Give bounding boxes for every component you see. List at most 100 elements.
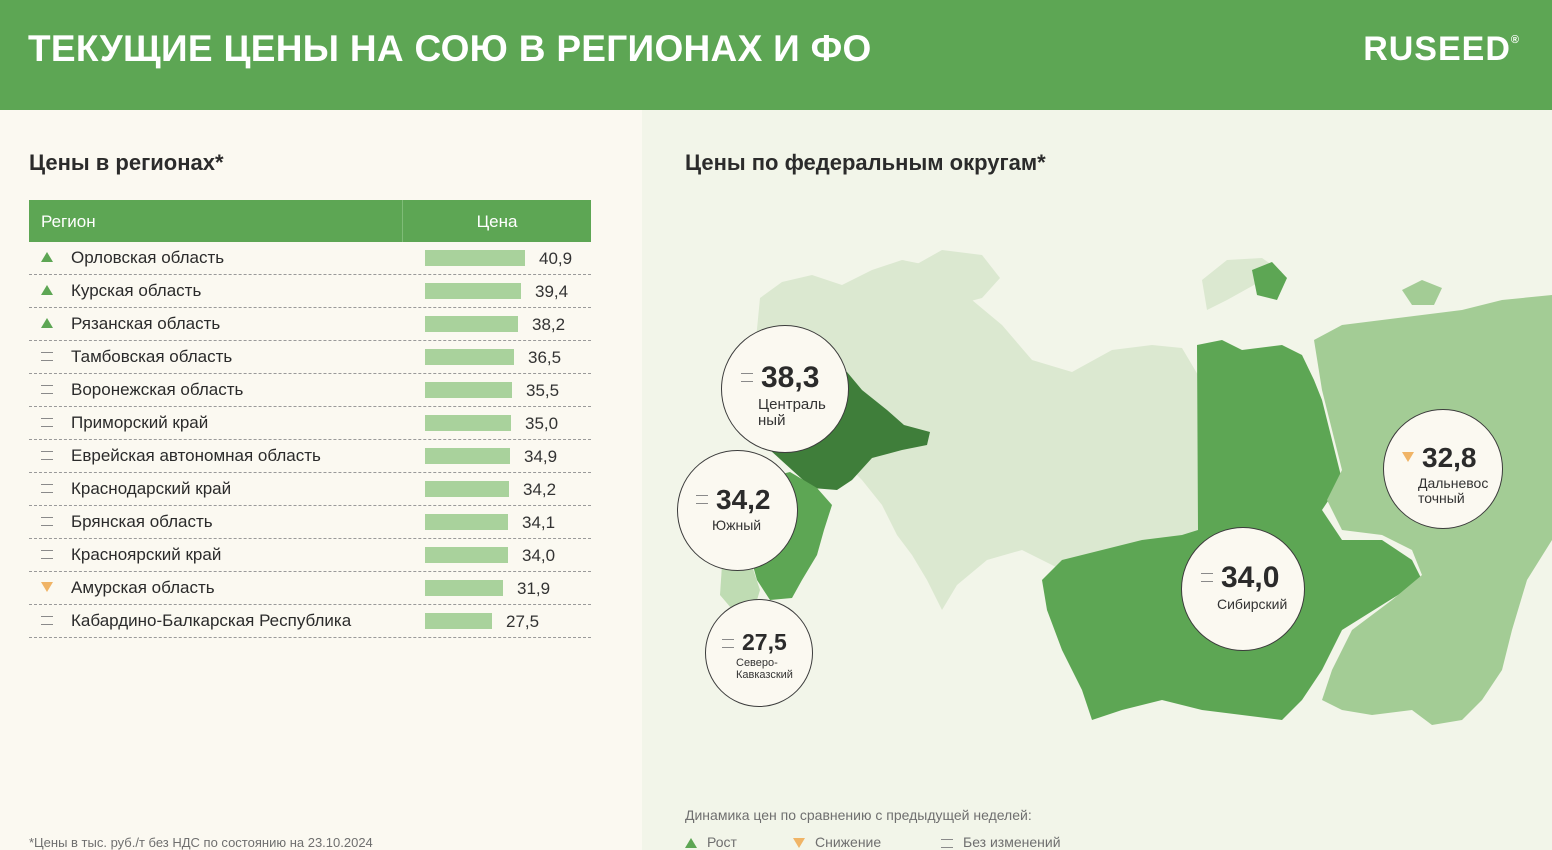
equals-icon — [41, 484, 53, 493]
equals-icon — [1201, 573, 1213, 582]
price-bar — [425, 547, 508, 563]
district-bubble: 27,5 Северо- Кавказский — [705, 599, 813, 707]
region-name: Брянская область — [71, 512, 213, 531]
price-bar — [425, 580, 503, 596]
price-bar — [425, 316, 518, 332]
district-name-line1: Северо- — [736, 657, 778, 669]
region-name: Амурская область — [71, 578, 215, 597]
region-name: Рязанская область — [71, 314, 221, 333]
table-body: Орловская область 40,9 Курская область 39,4… — [29, 242, 591, 638]
price-value: 35,0 — [525, 414, 559, 433]
trend-indicator — [41, 415, 55, 429]
equals-icon — [41, 451, 53, 460]
trend-indicator — [41, 481, 55, 495]
district-name-line2: ный — [758, 411, 786, 429]
region-name: Воронежская область — [71, 380, 244, 399]
district-price: 27,5 — [742, 629, 787, 655]
map-new-siberian-islands — [1402, 280, 1442, 305]
table-row: Воронежская область 35,5 — [29, 374, 591, 407]
price-value: 38,2 — [532, 315, 566, 334]
table-row: Брянская область 34,1 — [29, 506, 591, 539]
region-name: Еврейская автономная область — [71, 446, 321, 465]
equals-icon — [41, 517, 53, 526]
region-name: Курская область — [71, 281, 202, 300]
table-row: Тамбовская область 36,5 — [29, 341, 591, 374]
price-value: 34,2 — [523, 480, 557, 499]
up-triangle-icon — [41, 285, 53, 295]
price-value: 31,9 — [517, 579, 551, 598]
district-price: 34,2 — [716, 484, 771, 515]
price-value: 27,5 — [506, 612, 540, 631]
regions-table: Регион Цена Орловская область 40,9 Курская… — [29, 200, 591, 638]
table-row: Приморский край 35,0 — [29, 407, 591, 440]
equals-icon — [741, 373, 753, 382]
equals-icon — [41, 550, 53, 559]
price-value: 40,9 — [539, 249, 573, 268]
equals-icon — [41, 418, 53, 427]
trend-indicator — [41, 514, 55, 528]
district-name-line1: Южный — [712, 517, 762, 533]
district-price: 34,0 — [1221, 561, 1280, 594]
district-name-line1: Дальневос — [1418, 475, 1489, 491]
district-bubble: 38,3 Централь ный — [721, 325, 849, 453]
equals-icon — [41, 616, 53, 625]
footnote: *Цены в тыс. руб./т без НДС по состоянию… — [29, 835, 373, 850]
price-value: 35,5 — [526, 381, 560, 400]
region-name: Орловская область — [71, 248, 225, 267]
trend-indicator — [41, 382, 55, 396]
legend-title: Динамика цен по сравнению с предыдущей н… — [685, 807, 1032, 823]
table-row: Рязанская область 38,2 — [29, 308, 591, 341]
trend-indicator — [41, 613, 55, 627]
table-header: Регион Цена — [29, 200, 591, 242]
price-value: 34,1 — [522, 513, 556, 532]
map-taimyr-islands — [1252, 262, 1287, 300]
district-name: Централь ный — [758, 397, 826, 429]
header-divider — [402, 200, 403, 242]
region-name: Кабардино-Балкарская Республика — [71, 611, 352, 630]
trend-indicator — [41, 349, 55, 363]
district-bubble: 34,0 Сибирский — [1181, 527, 1305, 651]
regions-title: Цены в регионах* — [29, 150, 224, 175]
legend-down-label: Снижение — [815, 834, 882, 850]
price-bar — [425, 382, 512, 398]
district-name-line1: Сибирский — [1217, 596, 1288, 612]
table-row: Еврейская автономная область 34,9 — [29, 440, 591, 473]
map-region-west — [754, 260, 1198, 610]
header: ТЕКУЩИЕ ЦЕНЫ НА СОЮ В РЕГИОНАХ И ФО RUSE… — [0, 0, 1552, 110]
district-name-line1: Централь — [758, 396, 826, 413]
map-karelia — [882, 260, 917, 320]
russia-map — [720, 250, 1552, 725]
price-bar — [425, 481, 509, 497]
district-name-line2: Кавказский — [736, 668, 793, 681]
price-bar — [425, 415, 511, 431]
region-name: Красноярский край — [71, 545, 222, 564]
registered-mark: ® — [1510, 34, 1520, 46]
district-bubble: 32,8 Дальневос точный — [1383, 409, 1503, 529]
brand-logo[interactable]: RUSEED® — [1363, 30, 1520, 69]
district-name: Дальневос точный — [1418, 476, 1488, 505]
district-bubble: 34,2 Южный — [677, 450, 798, 571]
legend-same-label: Без изменений — [963, 834, 1061, 850]
trend-indicator — [41, 250, 55, 264]
col-region-header: Регион — [41, 212, 96, 231]
district-name-line2: точный — [1418, 489, 1465, 506]
price-bar — [425, 613, 492, 629]
col-price-header: Цена — [476, 212, 518, 231]
trend-indicator — [41, 547, 55, 561]
equals-icon — [696, 495, 708, 504]
trend-indicator — [41, 283, 55, 297]
district-name: Южный — [712, 518, 761, 533]
down-triangle-icon — [793, 838, 805, 848]
price-bar — [425, 514, 508, 530]
equals-icon — [722, 639, 734, 648]
price-value: 39,4 — [535, 282, 569, 301]
district-price: 32,8 — [1422, 442, 1477, 473]
price-bar — [425, 448, 510, 464]
trend-indicator — [41, 580, 55, 594]
table-row: Кабардино-Балкарская Республика 27,5 — [29, 605, 591, 638]
down-triangle-icon — [1402, 452, 1414, 462]
table-row: Орловская область 40,9 — [29, 242, 591, 275]
region-name: Приморский край — [71, 413, 209, 432]
up-triangle-icon — [41, 252, 53, 262]
districts-title: Цены по федеральным округам* — [685, 150, 1046, 175]
